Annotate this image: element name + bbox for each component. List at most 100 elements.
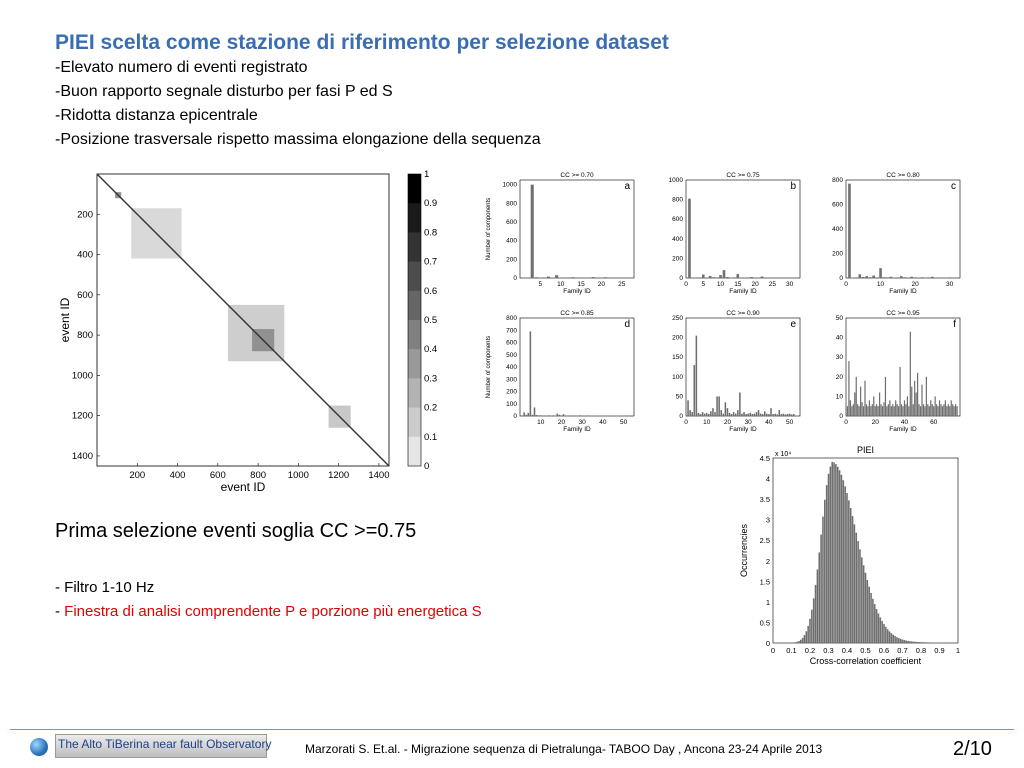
- panel-f-bar: [933, 406, 935, 416]
- panel-c-bar: [872, 275, 875, 278]
- panel-d-title: CC >= 0.85: [560, 310, 594, 317]
- panel-f-bar: [944, 400, 946, 416]
- panel-a-bar: [571, 277, 575, 278]
- panel-f-bar: [952, 404, 954, 416]
- panel-f-bar: [883, 402, 885, 416]
- panel-e-bar: [687, 400, 689, 416]
- y-axis-label: event ID: [58, 297, 72, 342]
- panel-a-x-tick: 20: [598, 281, 606, 288]
- piei-bar: [864, 572, 867, 643]
- panel-d-bar: [562, 414, 565, 416]
- piei-bar: [888, 631, 891, 643]
- panel-f-bar: [887, 404, 889, 416]
- panel-d-label: d: [624, 319, 630, 330]
- panel-f-bar: [915, 392, 917, 416]
- panel-d-x-tick: 20: [558, 419, 566, 426]
- note-filter-text: Filtro 1-10 Hz: [64, 579, 155, 596]
- panel-f-bar: [855, 376, 857, 416]
- panel-c-x-tick: 30: [946, 281, 954, 288]
- panel-f-bar: [862, 406, 865, 416]
- panel-c-bar: [875, 277, 879, 278]
- panel-f-bar: [917, 372, 919, 416]
- piei-bar: [796, 641, 798, 643]
- y-tick-label: 600: [77, 290, 93, 301]
- panel-a-x-tick: 5: [539, 281, 543, 288]
- piei-bar: [925, 642, 928, 643]
- panel-b-x-tick: 5: [701, 281, 705, 288]
- panel-f-bar: [943, 404, 945, 416]
- piei-bar: [885, 626, 887, 643]
- panel-a-bar: [591, 277, 595, 278]
- piei-y-tick: 0: [766, 639, 770, 648]
- piei-bar: [855, 532, 858, 643]
- piei-bar: [824, 499, 826, 643]
- panel-e-y-tick: 150: [672, 354, 683, 361]
- panel-e-bar: [755, 412, 758, 416]
- piei-bar: [920, 642, 922, 643]
- piei-bar: [811, 609, 813, 643]
- taboo-logo: [55, 734, 267, 758]
- panel-e-bar: [751, 414, 754, 416]
- piei-bar: [842, 480, 845, 643]
- panel-d-bar: [539, 415, 542, 416]
- panel-f-bar: [864, 380, 866, 416]
- panel-e-bar: [703, 413, 706, 416]
- panel-e-bar: [793, 414, 795, 416]
- piei-x-tick: 0.7: [897, 646, 907, 655]
- colorbar-tick-label: 0.3: [424, 373, 437, 384]
- panel-a-label: a: [624, 181, 630, 192]
- piei-bar: [914, 641, 917, 643]
- panel-e-bar: [788, 413, 791, 416]
- x-axis-label: event ID: [221, 480, 266, 494]
- panel-b-title: CC >= 0.75: [726, 172, 760, 179]
- panel-f-y-tick: 30: [836, 354, 844, 361]
- piei-bar: [812, 598, 815, 643]
- panel-c-bar: [910, 276, 913, 278]
- panel-c-bar: [899, 276, 903, 278]
- panel-a-title: CC >= 0.70: [560, 172, 594, 179]
- colorbar-segment: [408, 378, 421, 409]
- panel-a-bar: [530, 184, 534, 278]
- piei-bar: [862, 565, 865, 643]
- panel-a-bar: [567, 277, 571, 278]
- piei-y-tick: 2.5: [760, 536, 770, 545]
- panel-e-bar: [747, 413, 749, 416]
- panel-f-bar: [854, 392, 856, 416]
- piei-bar: [827, 473, 830, 643]
- panel-f-bar: [861, 402, 863, 416]
- colorbar-tick-label: 0.1: [424, 432, 437, 443]
- panel-e-bar: [780, 414, 783, 416]
- panel-d-bar: [560, 415, 563, 416]
- panel-b-bar: [698, 277, 702, 278]
- panel-f-bar: [912, 404, 914, 416]
- panel-b-xlabel: Family ID: [729, 288, 757, 295]
- piei-bar: [851, 516, 854, 643]
- colorbar-tick-label: 0.7: [424, 257, 437, 268]
- bullet-1: -Elevato numero di eventi registrato: [55, 59, 308, 76]
- panel-f-bar: [921, 384, 923, 416]
- colorbar-segment: [408, 290, 421, 321]
- panel-a-ylabel: Number of components: [486, 198, 492, 260]
- panel-b-bar: [750, 277, 753, 278]
- globe-icon: [30, 738, 48, 756]
- panel-d-ylabel: Number of components: [486, 336, 492, 398]
- panel-e-bar: [701, 412, 704, 416]
- piei-y-multiplier: x 10⁴: [775, 451, 791, 458]
- y-tick-label: 1200: [72, 411, 93, 422]
- piei-bar: [918, 642, 920, 643]
- piei-bar: [905, 640, 907, 643]
- piei-bar: [829, 466, 832, 643]
- piei-title: PIEI: [857, 445, 874, 455]
- panel-f-bar: [940, 404, 942, 416]
- panel-e-y-tick: 50: [676, 393, 684, 400]
- panel-b-y-tick: 800: [672, 197, 683, 204]
- panel-c-label: c: [951, 181, 956, 192]
- bullet-4: -Posizione trasversale rispetto massima …: [55, 131, 541, 148]
- panel-f-bar: [877, 406, 879, 416]
- panel-d-bar: [573, 415, 575, 416]
- panel-c-x-tick: 20: [911, 281, 919, 288]
- panel-e-y-tick: 200: [672, 335, 683, 342]
- panel-e-x-tick: 10: [703, 419, 711, 426]
- panel-a-x-tick: 25: [618, 281, 626, 288]
- piei-bar: [870, 592, 872, 643]
